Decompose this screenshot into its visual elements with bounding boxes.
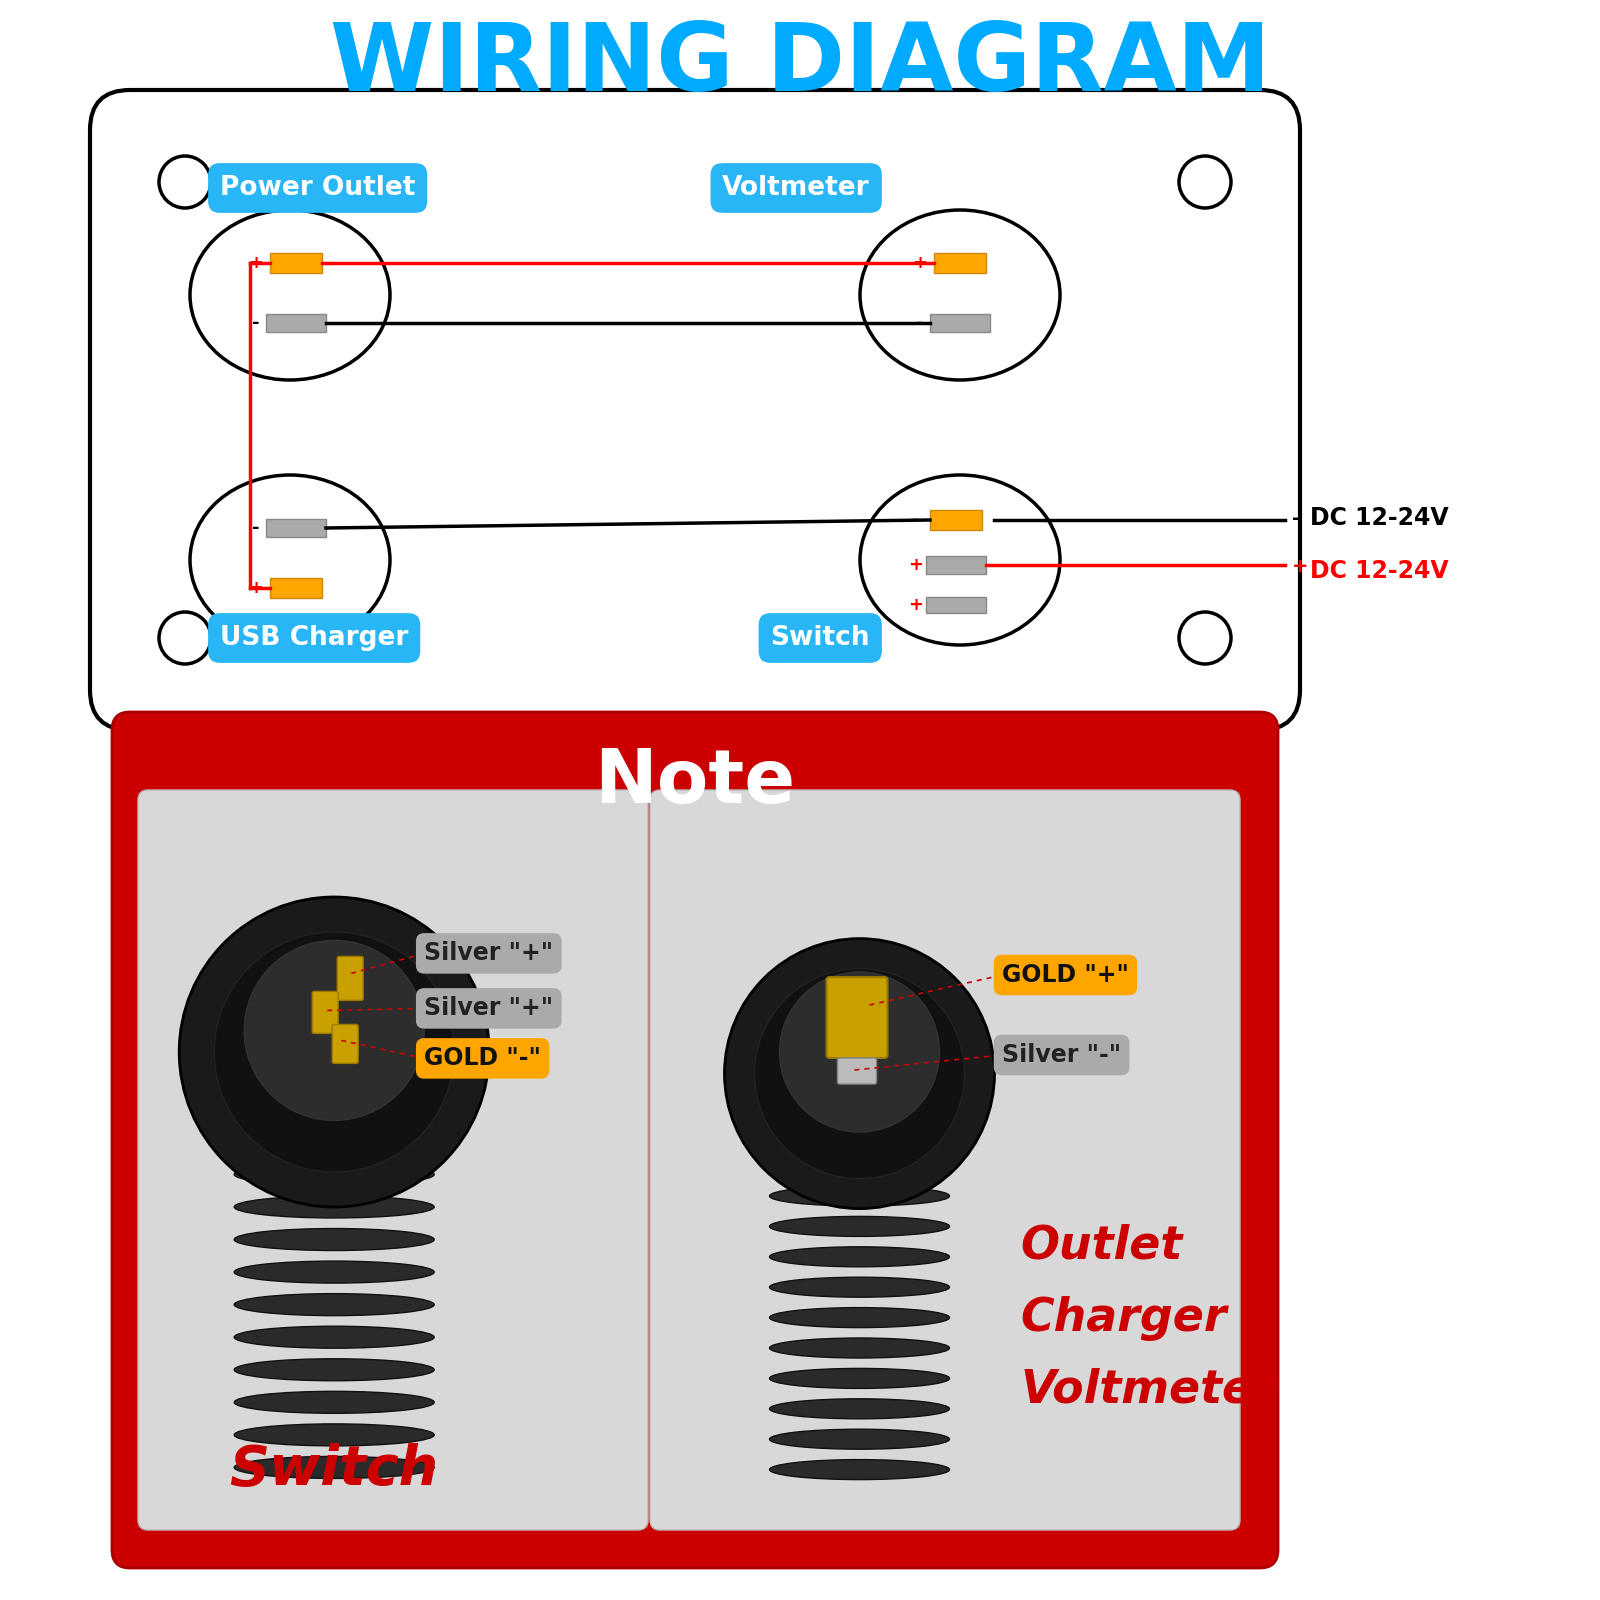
FancyBboxPatch shape	[90, 90, 1299, 730]
FancyBboxPatch shape	[930, 510, 982, 530]
Text: Power Outlet: Power Outlet	[221, 174, 416, 202]
Circle shape	[214, 931, 454, 1171]
Ellipse shape	[770, 1398, 949, 1419]
FancyBboxPatch shape	[930, 314, 990, 333]
FancyBboxPatch shape	[338, 957, 363, 1000]
Text: Note: Note	[595, 746, 795, 819]
Ellipse shape	[770, 1246, 949, 1267]
FancyBboxPatch shape	[926, 597, 986, 613]
FancyBboxPatch shape	[827, 978, 888, 1058]
Text: +: +	[909, 557, 923, 574]
Ellipse shape	[234, 1456, 434, 1478]
Ellipse shape	[770, 1338, 949, 1358]
Circle shape	[755, 968, 965, 1179]
Text: +: +	[909, 595, 923, 614]
Ellipse shape	[234, 1358, 434, 1381]
Ellipse shape	[770, 1186, 949, 1206]
Text: WIRING DIAGRAM: WIRING DIAGRAM	[330, 19, 1270, 110]
FancyBboxPatch shape	[270, 578, 322, 598]
Text: Voltmeter: Voltmeter	[722, 174, 870, 202]
Text: -: -	[1293, 509, 1299, 528]
Text: Switch: Switch	[771, 626, 870, 651]
Text: DC 12-24V: DC 12-24V	[1310, 558, 1448, 582]
Ellipse shape	[770, 1307, 949, 1328]
Circle shape	[1179, 157, 1230, 208]
Ellipse shape	[770, 1459, 949, 1480]
Text: -: -	[912, 510, 920, 530]
Text: Silver "-": Silver "-"	[1002, 1043, 1122, 1067]
Text: Silver "+": Silver "+"	[424, 997, 554, 1021]
Ellipse shape	[234, 1392, 434, 1413]
Circle shape	[779, 971, 939, 1133]
Circle shape	[1179, 611, 1230, 664]
Text: GOLD "-": GOLD "-"	[424, 1046, 541, 1070]
Ellipse shape	[190, 475, 390, 645]
Text: GOLD "+": GOLD "+"	[1002, 963, 1130, 987]
FancyBboxPatch shape	[837, 1058, 877, 1085]
FancyBboxPatch shape	[934, 253, 986, 274]
FancyBboxPatch shape	[650, 790, 1240, 1530]
Ellipse shape	[190, 210, 390, 379]
FancyBboxPatch shape	[333, 1024, 358, 1064]
Circle shape	[725, 939, 995, 1208]
Text: Voltmeter: Voltmeter	[1021, 1368, 1277, 1413]
Ellipse shape	[770, 1429, 949, 1450]
Ellipse shape	[234, 1195, 434, 1218]
Circle shape	[158, 157, 211, 208]
FancyBboxPatch shape	[926, 557, 986, 574]
Text: Outlet: Outlet	[1021, 1224, 1182, 1269]
FancyBboxPatch shape	[266, 314, 326, 333]
Text: DC 12-24V: DC 12-24V	[1310, 506, 1448, 530]
Text: +: +	[248, 579, 264, 597]
Ellipse shape	[770, 1216, 949, 1237]
Ellipse shape	[234, 1229, 434, 1251]
Circle shape	[158, 611, 211, 664]
FancyBboxPatch shape	[312, 992, 338, 1034]
Ellipse shape	[234, 1294, 434, 1315]
Text: -: -	[253, 314, 259, 333]
Text: USB Charger: USB Charger	[221, 626, 408, 651]
Text: +: +	[1293, 557, 1309, 576]
Circle shape	[179, 898, 490, 1206]
Text: Silver "+": Silver "+"	[424, 941, 554, 965]
Text: -: -	[917, 314, 923, 333]
Text: +: +	[912, 254, 928, 272]
Ellipse shape	[234, 1424, 434, 1446]
FancyBboxPatch shape	[270, 253, 322, 274]
Text: Switch: Switch	[230, 1443, 438, 1498]
Ellipse shape	[770, 1368, 949, 1389]
Text: Charger: Charger	[1021, 1296, 1227, 1341]
Text: -: -	[253, 518, 259, 538]
Ellipse shape	[770, 1277, 949, 1298]
FancyBboxPatch shape	[266, 518, 326, 538]
Circle shape	[245, 941, 424, 1120]
Ellipse shape	[861, 210, 1059, 379]
Ellipse shape	[234, 1163, 434, 1186]
Text: +: +	[248, 254, 264, 272]
Ellipse shape	[861, 475, 1059, 645]
Ellipse shape	[234, 1261, 434, 1283]
Ellipse shape	[234, 1326, 434, 1349]
FancyBboxPatch shape	[138, 790, 648, 1530]
FancyBboxPatch shape	[112, 712, 1278, 1568]
